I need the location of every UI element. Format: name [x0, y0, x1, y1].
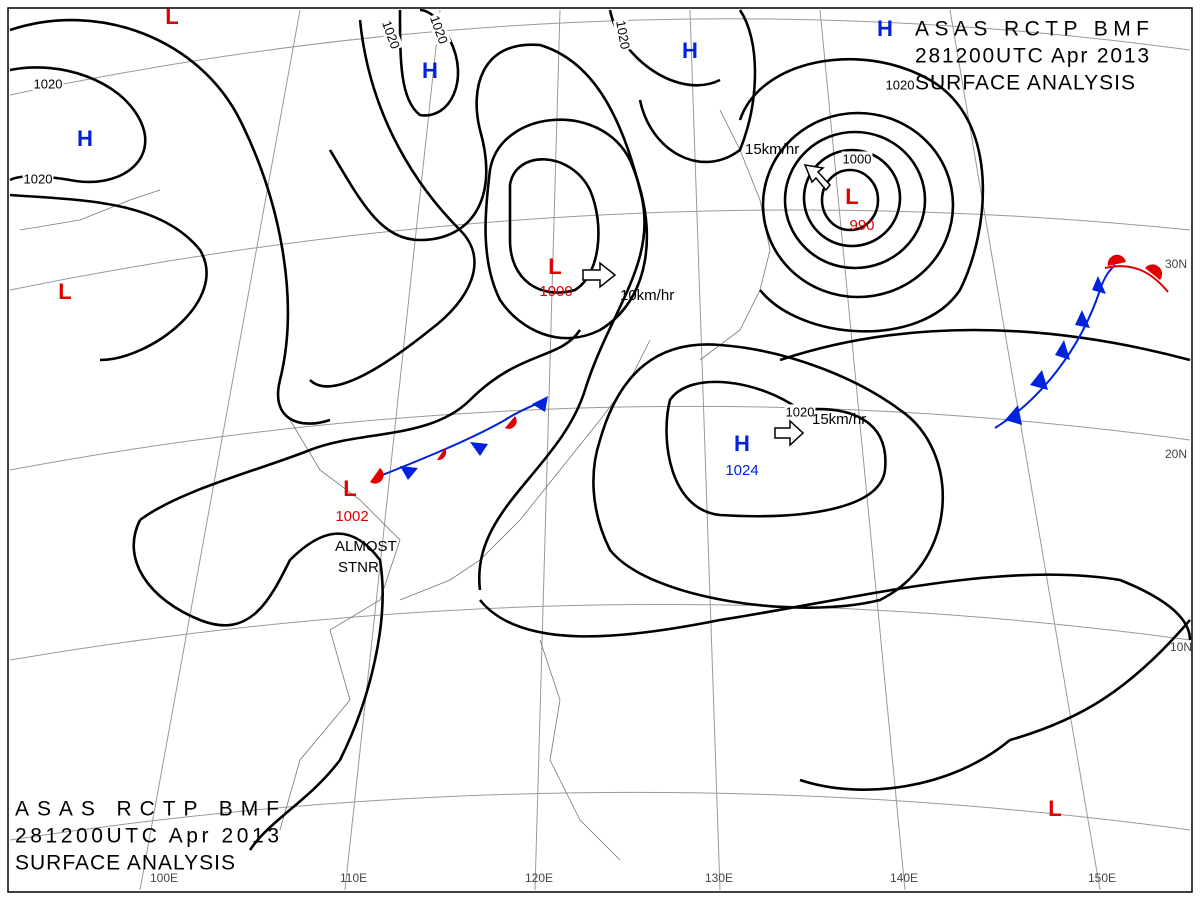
central-pressure: 1002 [335, 508, 368, 525]
header-line: SURFACE ANALYSIS [15, 852, 236, 875]
latitude-label: 10N [1170, 640, 1192, 654]
isobar-label: 1020 [786, 404, 815, 419]
label-background [612, 18, 634, 52]
label-background [378, 17, 404, 52]
graticule [9, 9, 1191, 891]
motion-label: 15km/hr [812, 411, 866, 428]
isobar-label: 1020 [886, 77, 915, 92]
pressure-center: H [77, 126, 93, 151]
latitude-label: 30N [1165, 257, 1187, 271]
label-background [22, 171, 54, 187]
header-line: 281200UTC Apr 2013 [15, 825, 280, 848]
header-line: 281200UTC Apr 2013 [915, 45, 1150, 68]
label-background [426, 12, 452, 47]
pressure-center: H [734, 431, 750, 456]
isobar-label: 1000 [843, 151, 872, 166]
longitude-label: 140E [890, 871, 918, 885]
header-line: SURFACE ANALYSIS [915, 72, 1136, 95]
front-label: ALMOST [335, 538, 397, 555]
pressure-center: L [58, 279, 71, 304]
longitude-label: 100E [150, 871, 178, 885]
pressure-center: H [682, 38, 698, 63]
longitude-label: 120E [525, 871, 553, 885]
latitude-label: 20N [1165, 447, 1187, 461]
fronts [370, 254, 1169, 484]
isobar-label: 1020 [24, 171, 53, 186]
pressure-center: L [845, 184, 858, 209]
label-background [32, 76, 64, 92]
isobars [9, 8, 1192, 851]
isobar-label: 1020 [34, 76, 63, 91]
pressure-center: L [343, 476, 356, 501]
pressure-center: L [1048, 796, 1061, 821]
central-pressure: 990 [849, 217, 874, 234]
pressure-center: L [548, 254, 561, 279]
longitude-label: 150E [1088, 871, 1116, 885]
longitude-label: 110E [340, 871, 367, 885]
label-background [884, 77, 916, 93]
motion-arrows [582, 164, 831, 447]
pressure-center: L [165, 4, 178, 29]
pressure-center: H [877, 16, 893, 41]
pressure-center: H [422, 58, 438, 83]
central-pressure: 1024 [725, 462, 758, 479]
map-frame [7, 7, 1193, 893]
central-pressure: 1000 [539, 283, 572, 300]
motion-label: 15km/hr [745, 141, 799, 158]
label-background [841, 151, 873, 167]
longitude-label: 130E [705, 871, 733, 885]
front-label: STNR [338, 559, 379, 576]
isobar-label: 1020 [613, 19, 633, 50]
label-background [784, 404, 816, 420]
motion-label: 10km/hr [620, 287, 674, 304]
